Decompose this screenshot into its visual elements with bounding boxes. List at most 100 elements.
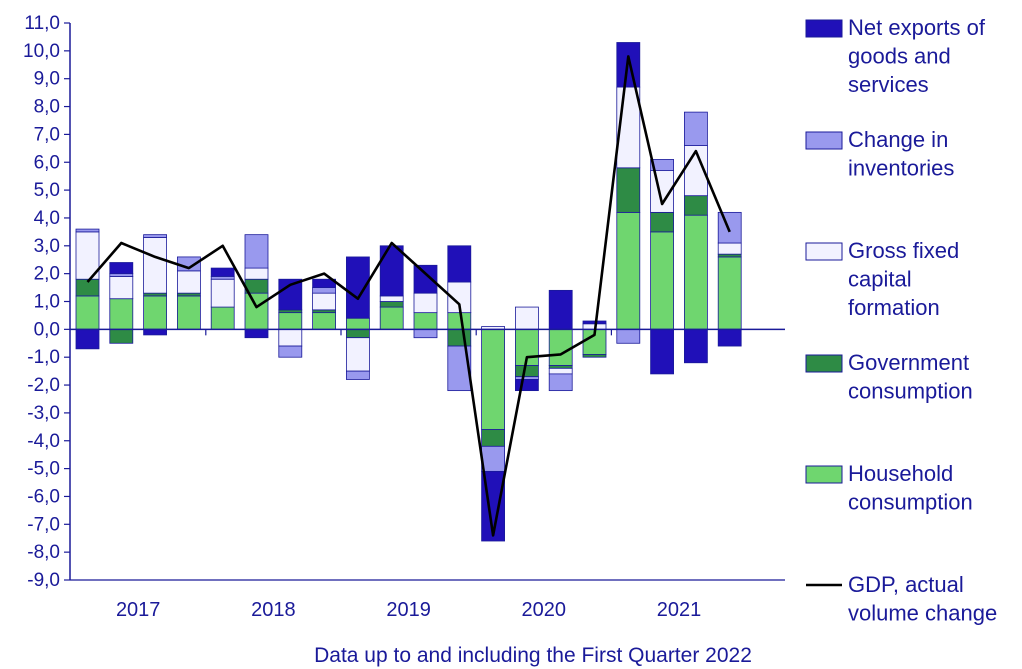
- bar-segment: [244, 292, 269, 330]
- legend-label: GDP, actual: [848, 572, 964, 597]
- legend-label: volume change: [848, 601, 997, 626]
- bar-segment: [109, 328, 134, 344]
- bar-segment: [244, 234, 269, 269]
- bar-stack-2017Q1: [75, 228, 100, 350]
- x-year-label: 2017: [116, 599, 161, 621]
- bar-stack-2020Q3: [548, 289, 573, 392]
- bar-stack-2020Q1: [481, 326, 506, 542]
- bar-segment: [413, 264, 438, 294]
- legend-group: Net exports of goods and services Change in…: [805, 15, 997, 626]
- legend-label: capital: [848, 267, 912, 292]
- bar-segment: [176, 270, 201, 294]
- bar-stack-2021Q3: [684, 111, 708, 364]
- bar-segment: [278, 345, 303, 358]
- legend-label: consumption: [848, 490, 973, 515]
- bar-segment: [379, 301, 404, 308]
- y-tick-label: 8,0: [34, 97, 60, 118]
- bar-segment: [684, 214, 708, 330]
- bar-segment: [717, 328, 742, 347]
- bar-segment: [210, 267, 235, 277]
- y-tick-label: -3,0: [27, 403, 60, 424]
- bar-segment: [548, 328, 573, 366]
- bar-segment: [278, 309, 303, 314]
- bar-segment: [717, 256, 742, 330]
- bar-segment: [345, 337, 370, 372]
- bar-segment: [684, 111, 708, 146]
- bar-segment: [75, 328, 100, 350]
- bar-stack-2017Q2: [109, 262, 134, 344]
- bar-segment: [176, 292, 201, 297]
- legend-label: goods and: [848, 44, 951, 69]
- bar-segment: [244, 328, 269, 339]
- y-tick-label: 4,0: [34, 208, 60, 229]
- legend-label: inventories: [848, 156, 954, 181]
- bar-segment: [481, 429, 506, 447]
- bar-segment: [515, 306, 539, 330]
- legend-entry: Net exports of goods and services: [805, 15, 986, 97]
- x-year-label: 2019: [386, 599, 431, 621]
- legend-entry: Gross fixed capital formation: [805, 238, 959, 320]
- bar-segment: [650, 211, 674, 233]
- bar-segment: [345, 370, 370, 380]
- bar-segment: [143, 328, 168, 336]
- bar-segment: [650, 159, 674, 172]
- bar-segment: [413, 292, 438, 314]
- legend-label: formation: [848, 295, 940, 320]
- footnote-text: Data up to and including the First Quart…: [314, 644, 752, 667]
- bar-segment: [312, 312, 337, 330]
- y-tick-label: 5,0: [34, 180, 60, 201]
- bar-segment: [312, 287, 337, 294]
- bar-segment: [650, 328, 674, 375]
- y-tick-label: 1,0: [34, 292, 60, 313]
- y-tick-label: -1,0: [27, 347, 60, 368]
- legend-label: Household: [848, 461, 953, 486]
- bar-segment: [481, 445, 506, 472]
- bar-segment: [109, 273, 134, 277]
- bar-stack-2019Q3: [413, 264, 438, 339]
- bar-segment: [210, 306, 235, 330]
- bar-segment: [379, 306, 404, 330]
- legend-label: Net exports of: [848, 15, 986, 40]
- legend-swatch: [805, 465, 843, 484]
- bar-stack-2018Q1: [210, 267, 235, 330]
- legend-swatch: [805, 131, 843, 150]
- bar-segment: [650, 231, 674, 330]
- bar-segment: [717, 253, 742, 258]
- bar-segment: [379, 245, 404, 297]
- y-tick-label: 11,0: [24, 13, 60, 34]
- legend-swatch: [805, 242, 843, 261]
- bar-stack-2019Q4: [447, 245, 472, 392]
- bar-segment: [75, 295, 100, 330]
- legend-entry: Government consumption: [805, 350, 973, 404]
- bar-segment: [75, 228, 100, 233]
- legend-swatch: [805, 354, 843, 373]
- bar-segment: [515, 379, 539, 392]
- legend-entry: GDP, actual volume change: [806, 572, 997, 626]
- line-group: [86, 55, 731, 537]
- y-tick-label: 0,0: [34, 319, 60, 340]
- y-tick-label: 6,0: [34, 152, 60, 173]
- bar-segment: [717, 242, 742, 255]
- bar-segment: [278, 278, 303, 311]
- bar-segment: [616, 328, 641, 344]
- gdp-line: [86, 55, 731, 537]
- bar-segment: [244, 267, 269, 280]
- y-tick-label: -9,0: [27, 570, 60, 591]
- bar-stack-2018Q2: [244, 234, 269, 339]
- bar-segment: [143, 234, 168, 238]
- legend-entry: Change in inventories: [805, 127, 954, 181]
- bar-segment: [176, 295, 201, 330]
- y-tick-label: -4,0: [27, 431, 60, 452]
- y-tick-label: -5,0: [27, 459, 60, 480]
- bar-stack-2020Q2: [515, 306, 539, 392]
- y-tick-label: -7,0: [27, 514, 60, 535]
- x-year-label: 2021: [657, 599, 702, 621]
- bar-segment: [210, 276, 235, 280]
- bar-segment: [548, 365, 573, 369]
- bar-segment: [278, 328, 303, 347]
- bar-segment: [109, 262, 134, 275]
- bar-segment: [278, 312, 303, 330]
- bar-stack-2018Q4: [312, 278, 337, 330]
